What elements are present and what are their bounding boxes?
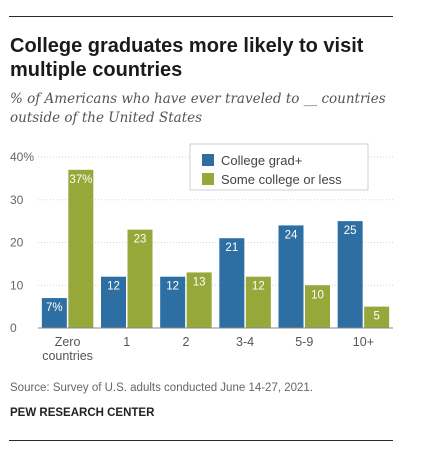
y-tick-label: 40%: [10, 150, 34, 164]
bar-some-college-5: [364, 306, 390, 328]
data-label: 10: [311, 289, 324, 301]
bar-some-college-3: [245, 276, 271, 328]
data-label: 5: [373, 311, 379, 323]
source-note: Source: Survey of U.S. adults conducted …: [10, 382, 314, 394]
data-label: 7%: [46, 302, 63, 314]
data-label: 37%: [69, 174, 92, 186]
bar-some-college-2: [186, 272, 212, 328]
data-label: 13: [193, 276, 206, 288]
x-tick-label: 1: [123, 335, 130, 349]
x-tick-label: 2: [182, 335, 189, 349]
brand-label: PEW RESEARCH CENTER: [10, 407, 155, 419]
data-label: 12: [166, 281, 179, 293]
x-tick-label: 5-9: [295, 335, 313, 349]
bar-some-college-4: [305, 285, 330, 328]
legend-swatch: [202, 154, 214, 166]
data-label: 25: [344, 225, 357, 237]
x-tick-label: 3-4: [236, 335, 254, 349]
y-tick-label: 20: [10, 236, 24, 250]
data-label: 12: [252, 281, 265, 293]
y-tick-label: 10: [10, 278, 24, 292]
legend-label: Some college or less: [221, 172, 342, 187]
data-label: 24: [285, 229, 298, 241]
x-tick-label: 10+: [353, 335, 374, 349]
data-label: 23: [134, 234, 147, 246]
bar-college-grad-3: [219, 238, 245, 328]
bar-college-grad-4: [278, 225, 304, 328]
y-tick-label: 0: [10, 321, 17, 335]
chart-title: College graduates more likely to visit m…: [10, 35, 364, 81]
y-tick-label: 30: [10, 193, 24, 207]
legend-box: [189, 143, 369, 191]
data-label: 12: [107, 281, 120, 293]
chart-subtitle: % of Americans who have ever traveled to…: [10, 91, 386, 126]
bar-college-grad-5: [337, 221, 363, 328]
legend-label: College grad+: [221, 153, 302, 168]
bar-some-college-0: [68, 169, 94, 328]
data-label: 21: [225, 242, 238, 254]
bar-college-grad-2: [160, 276, 186, 328]
bar-college-grad-1: [101, 276, 126, 328]
bottom-rule: [9, 440, 393, 441]
legend-swatch: [202, 173, 214, 185]
x-tick-label: Zero: [55, 335, 81, 349]
x-tick-label: countries: [42, 349, 93, 363]
bar-college-grad-0: [41, 298, 67, 328]
bar-some-college-1: [127, 229, 153, 328]
top-rule: [9, 16, 393, 17]
